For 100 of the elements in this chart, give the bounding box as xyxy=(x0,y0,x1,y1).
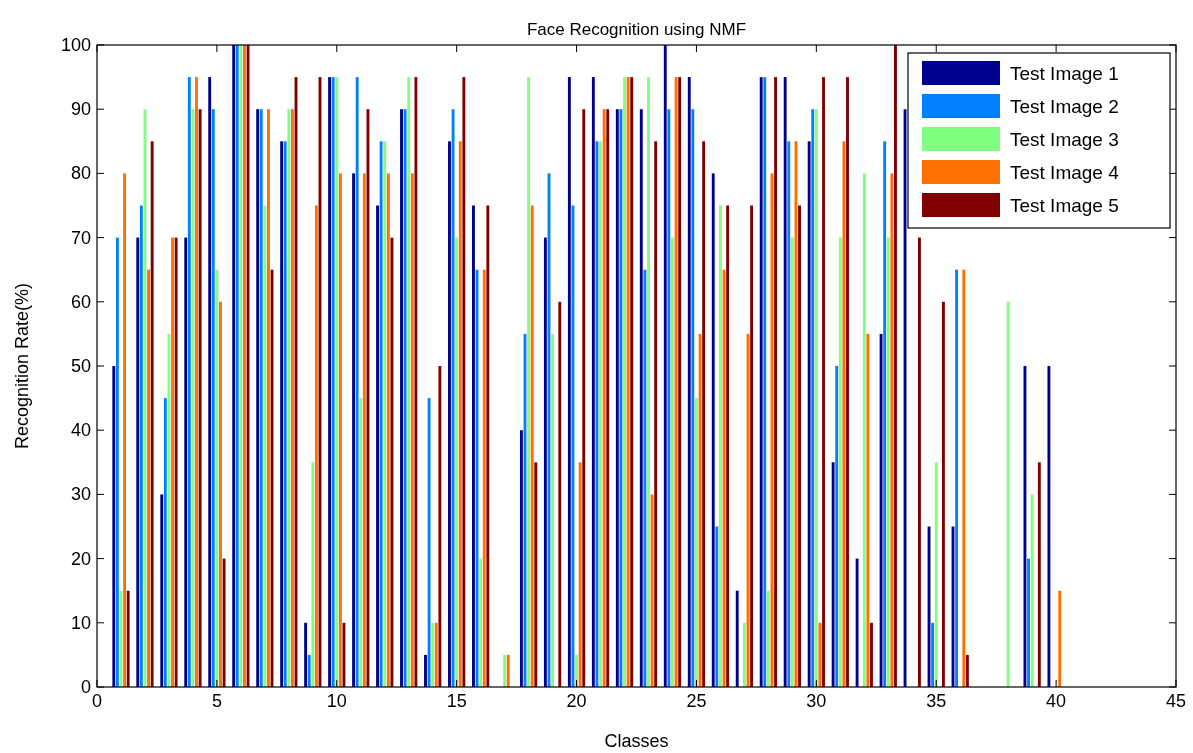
bar xyxy=(763,77,767,687)
bar xyxy=(486,205,490,687)
bar xyxy=(171,237,174,687)
bar xyxy=(1027,558,1030,687)
bar xyxy=(139,205,143,687)
x-tick-label: 40 xyxy=(1046,691,1067,711)
y-tick-label: 80 xyxy=(70,163,91,184)
bar xyxy=(160,494,164,687)
bar xyxy=(311,462,315,687)
bar xyxy=(519,430,523,687)
x-tick-label: 20 xyxy=(566,691,587,711)
x-tick-label: 15 xyxy=(446,691,467,711)
bar xyxy=(870,622,873,687)
bar xyxy=(626,77,630,687)
bar xyxy=(379,141,383,687)
bar xyxy=(931,622,935,687)
bar xyxy=(458,141,462,687)
bar xyxy=(243,45,246,687)
bar xyxy=(654,141,658,687)
bar xyxy=(647,77,650,687)
bar xyxy=(383,141,387,687)
bar xyxy=(314,205,318,687)
bar xyxy=(691,109,695,687)
x-tick-label: 35 xyxy=(926,691,947,711)
bar xyxy=(448,141,451,687)
bar xyxy=(198,109,202,687)
x-tick-label: 5 xyxy=(211,691,222,711)
bar xyxy=(591,77,595,687)
bar xyxy=(643,269,647,687)
y-tick-label: 30 xyxy=(70,484,91,505)
bar xyxy=(766,590,770,687)
bar xyxy=(750,205,754,687)
bar xyxy=(174,237,178,687)
bar xyxy=(835,366,839,687)
bar xyxy=(842,141,846,687)
bar xyxy=(678,77,682,687)
bar xyxy=(1058,590,1062,687)
bar xyxy=(798,205,801,687)
bar xyxy=(790,237,794,687)
y-tick-label: 10 xyxy=(70,612,91,633)
bar xyxy=(438,366,442,687)
bar xyxy=(195,77,198,687)
bar xyxy=(711,173,715,687)
bar xyxy=(558,301,562,687)
bar xyxy=(390,237,394,687)
bar xyxy=(136,237,140,687)
y-axis-title: Recognition Rate(%) xyxy=(12,282,32,450)
bar xyxy=(918,237,921,687)
bar xyxy=(184,237,188,687)
bar xyxy=(410,173,414,687)
bar xyxy=(602,109,606,687)
bar xyxy=(208,77,212,687)
bar xyxy=(126,590,130,687)
bar xyxy=(883,141,887,687)
y-tick-label: 60 xyxy=(70,291,91,312)
bar xyxy=(263,205,267,687)
bar xyxy=(424,654,427,687)
bar xyxy=(846,77,849,687)
bar xyxy=(663,45,667,687)
bar xyxy=(455,237,459,687)
bar xyxy=(472,205,475,687)
bar xyxy=(167,333,171,687)
bar xyxy=(759,77,763,687)
bar xyxy=(352,173,355,687)
bar xyxy=(639,109,643,687)
bar xyxy=(403,109,407,687)
bar xyxy=(818,622,822,687)
x-tick-label: 30 xyxy=(806,691,827,711)
x-axis-title: Classes xyxy=(604,731,669,751)
bar xyxy=(599,141,602,687)
bar xyxy=(359,398,363,687)
bar xyxy=(674,77,678,687)
bar xyxy=(582,109,586,687)
bar xyxy=(623,77,626,687)
bar xyxy=(807,141,811,687)
bar xyxy=(702,141,706,687)
bar xyxy=(462,77,466,687)
bar xyxy=(534,462,538,687)
bar xyxy=(962,269,966,687)
bar xyxy=(543,237,547,687)
bar xyxy=(187,77,191,687)
bar xyxy=(862,173,866,687)
bar xyxy=(211,109,215,687)
bar xyxy=(822,77,825,687)
bar xyxy=(222,558,226,687)
bar xyxy=(1030,494,1034,687)
legend-label: Test Image 5 xyxy=(1010,195,1119,216)
legend-label: Test Image 4 xyxy=(1010,162,1120,183)
y-tick-label: 90 xyxy=(70,99,91,120)
bar xyxy=(1047,366,1051,687)
bar xyxy=(115,237,119,687)
bar xyxy=(650,494,654,687)
bar xyxy=(1037,462,1041,687)
bar xyxy=(886,237,890,687)
bar xyxy=(355,77,359,687)
bar xyxy=(307,654,311,687)
bar xyxy=(783,77,787,687)
bar xyxy=(855,558,859,687)
bar xyxy=(400,109,403,687)
bar xyxy=(362,173,366,687)
